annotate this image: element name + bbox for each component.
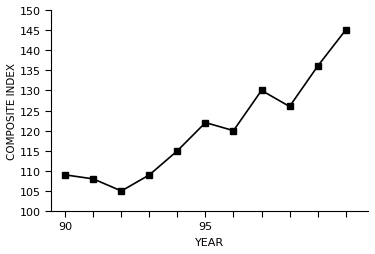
Y-axis label: COMPOSITE INDEX: COMPOSITE INDEX <box>7 63 17 160</box>
X-axis label: YEAR: YEAR <box>195 237 224 247</box>
